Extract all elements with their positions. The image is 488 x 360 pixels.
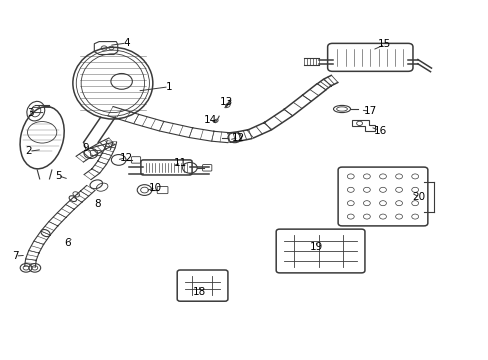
Text: 6: 6: [64, 238, 71, 248]
Text: 20: 20: [412, 192, 425, 202]
Text: 13: 13: [219, 97, 232, 107]
Text: 12: 12: [120, 153, 133, 163]
Text: 8: 8: [94, 199, 101, 210]
Text: 14: 14: [203, 115, 217, 125]
Text: 18: 18: [193, 287, 206, 297]
Text: 15: 15: [378, 40, 391, 49]
Text: 3: 3: [27, 108, 34, 118]
Text: 5: 5: [55, 171, 61, 181]
Text: 7: 7: [12, 251, 19, 261]
Text: 12: 12: [231, 133, 245, 143]
Text: 10: 10: [149, 183, 162, 193]
Text: 2: 2: [25, 146, 32, 156]
Text: 11: 11: [173, 158, 186, 168]
Text: 1: 1: [165, 82, 172, 92]
Text: 9: 9: [82, 143, 89, 153]
Text: 19: 19: [309, 242, 323, 252]
Text: 17: 17: [363, 106, 376, 116]
Text: 16: 16: [373, 126, 386, 135]
Text: 4: 4: [123, 38, 129, 48]
